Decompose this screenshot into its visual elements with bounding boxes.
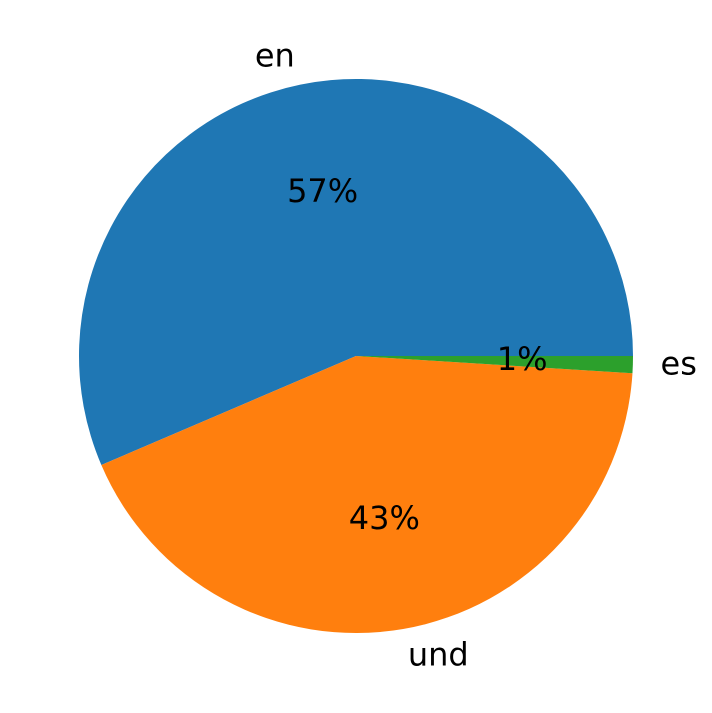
value-label: 57% xyxy=(287,172,358,210)
category-label: und xyxy=(408,635,469,673)
pie-wedge xyxy=(356,356,633,374)
value-label: 43% xyxy=(349,499,420,537)
pie-wedge xyxy=(78,78,634,465)
value-label: 1% xyxy=(497,340,548,378)
category-label: en xyxy=(255,37,295,75)
category-label: es xyxy=(661,344,697,382)
pie-wedge xyxy=(101,356,633,634)
